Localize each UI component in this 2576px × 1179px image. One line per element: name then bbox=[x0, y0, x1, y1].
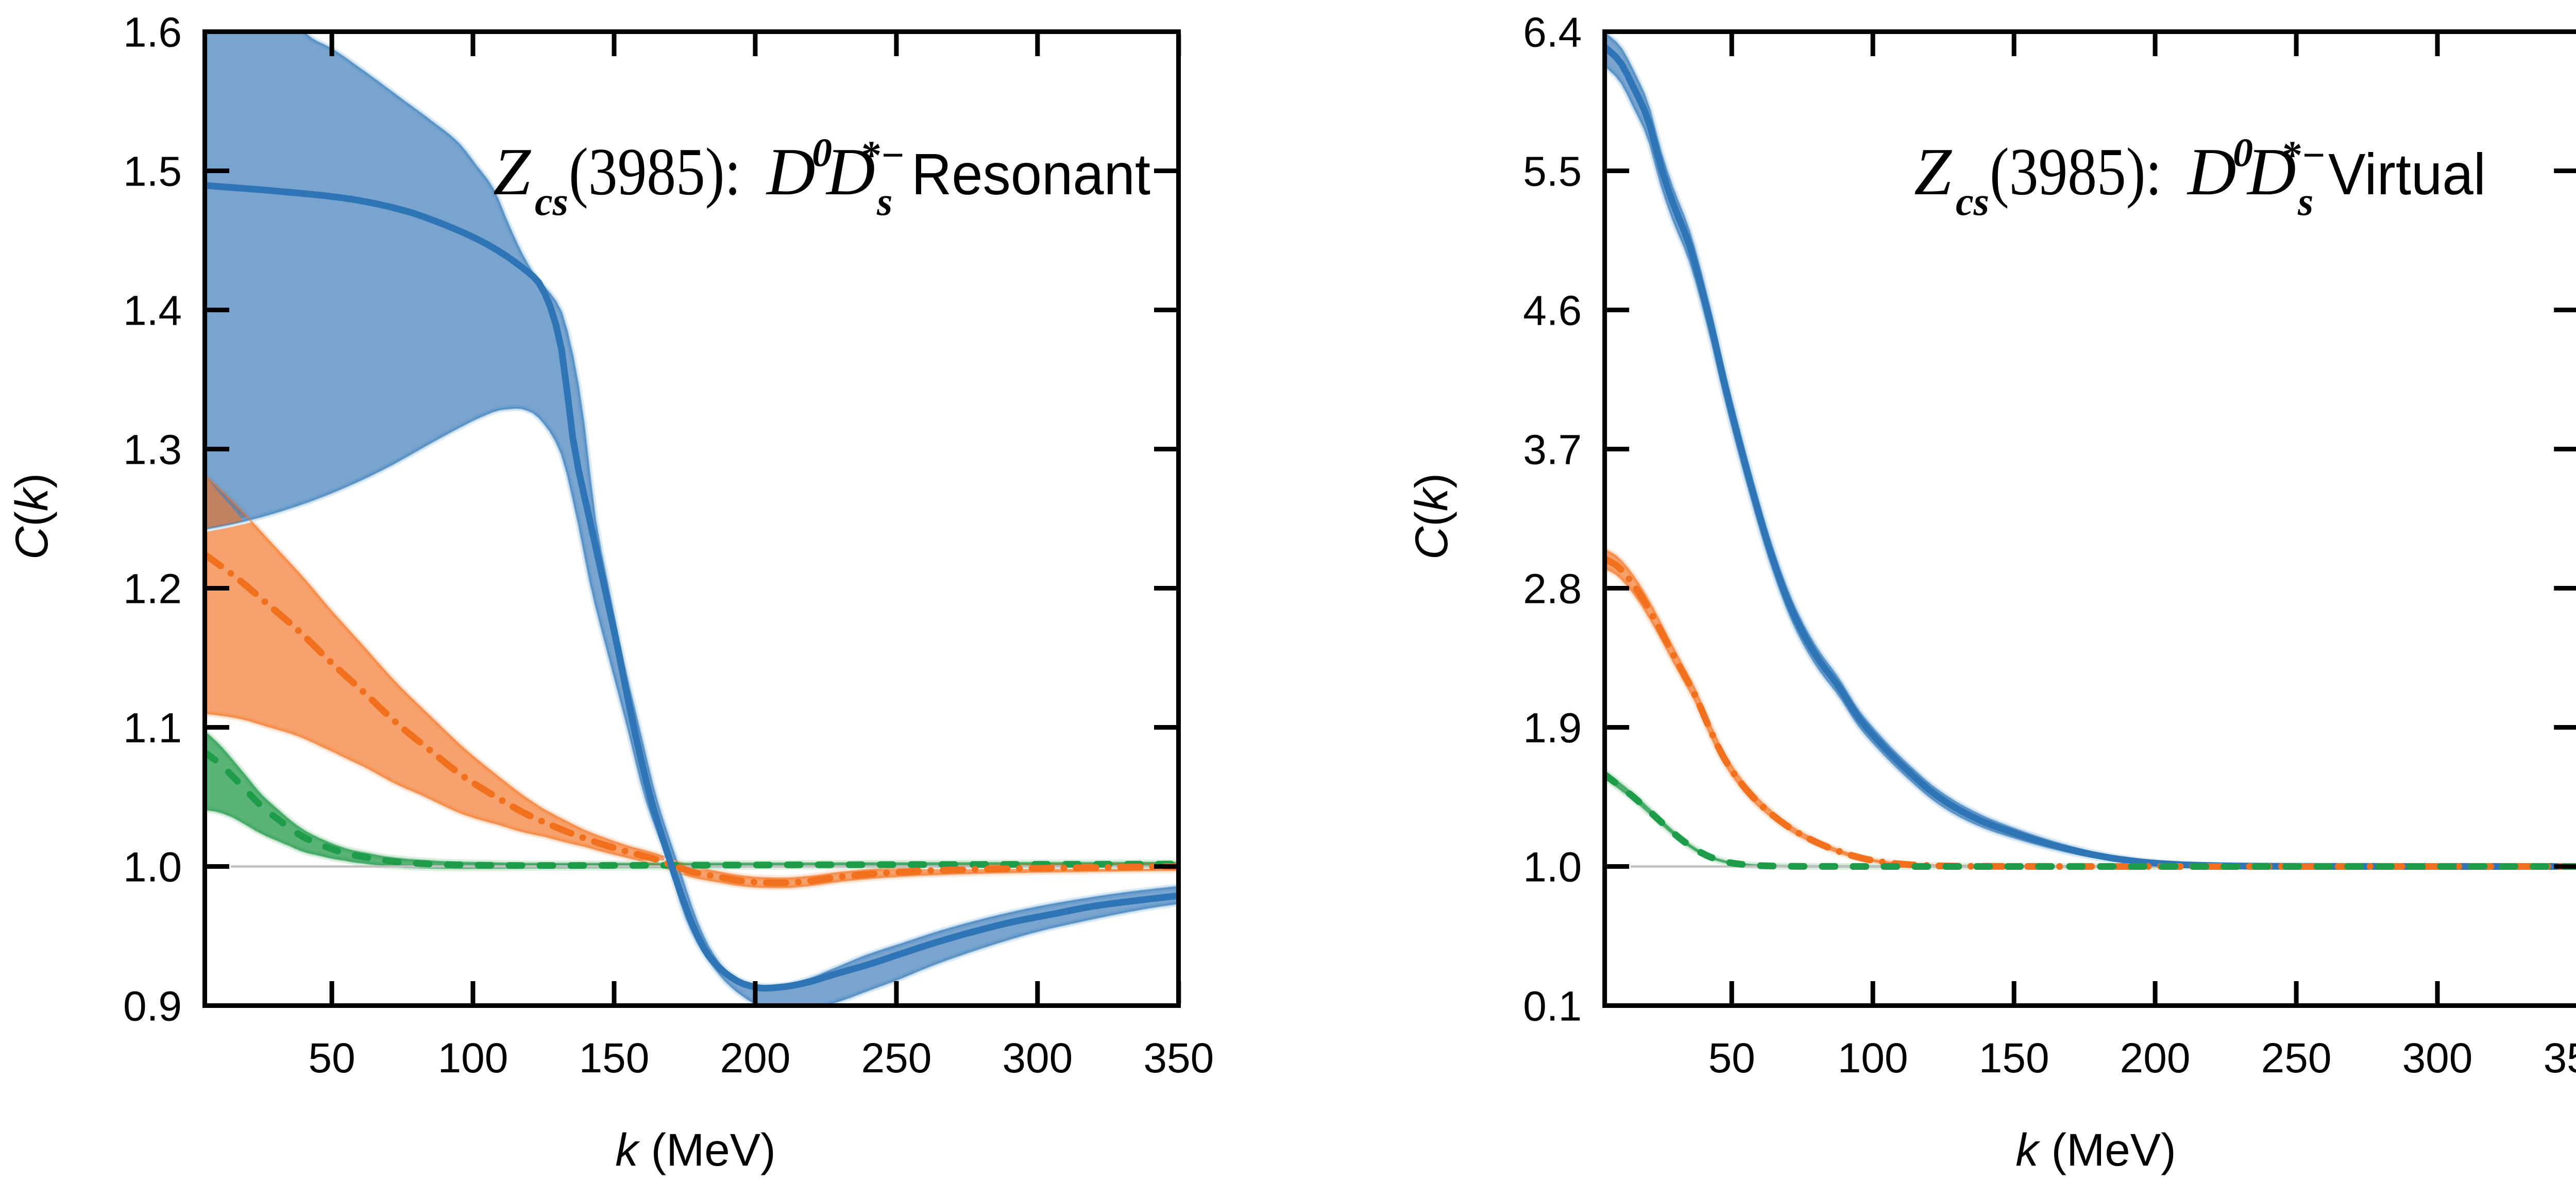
svg-text:1.5: 1.5 bbox=[123, 148, 182, 195]
svg-text:1.3: 1.3 bbox=[123, 427, 182, 474]
svg-text:3.7: 3.7 bbox=[1523, 427, 1582, 474]
svg-text:2.8: 2.8 bbox=[1523, 566, 1582, 613]
svg-text:150: 150 bbox=[1979, 1035, 2049, 1082]
svg-text:0.1: 0.1 bbox=[1523, 983, 1582, 1030]
svg-text:300: 300 bbox=[1002, 1035, 1073, 1082]
svg-text:1.0: 1.0 bbox=[123, 844, 182, 891]
svg-text:100: 100 bbox=[438, 1035, 509, 1082]
svg-text:0: 0 bbox=[2233, 130, 2253, 175]
svg-text:*−: *− bbox=[861, 132, 904, 177]
svg-text:1.0: 1.0 bbox=[1523, 844, 1582, 891]
svg-text:C(k): C(k) bbox=[1405, 473, 1457, 560]
svg-text:250: 250 bbox=[2261, 1035, 2332, 1082]
svg-text:Virtual: Virtual bbox=[2328, 142, 2486, 207]
svg-text:0: 0 bbox=[812, 130, 832, 175]
svg-text:s: s bbox=[876, 179, 892, 224]
svg-text:200: 200 bbox=[720, 1035, 790, 1082]
svg-text:300: 300 bbox=[2402, 1035, 2473, 1082]
svg-text:350: 350 bbox=[1143, 1035, 1214, 1082]
svg-text:s: s bbox=[2297, 179, 2313, 224]
svg-text:D: D bbox=[2187, 134, 2236, 209]
svg-text:D: D bbox=[2246, 134, 2296, 209]
svg-text:k (MeV): k (MeV) bbox=[2015, 1124, 2176, 1175]
svg-text:1.1: 1.1 bbox=[123, 705, 182, 752]
svg-text:50: 50 bbox=[308, 1035, 355, 1082]
svg-text:1.9: 1.9 bbox=[1523, 705, 1582, 752]
svg-text:D: D bbox=[766, 134, 816, 209]
svg-text:Z: Z bbox=[493, 134, 531, 209]
svg-text:5.5: 5.5 bbox=[1523, 148, 1582, 195]
svg-text:Resonant: Resonant bbox=[911, 142, 1150, 207]
svg-text:cs: cs bbox=[1956, 179, 1989, 224]
svg-text:200: 200 bbox=[2120, 1035, 2191, 1082]
svg-text:C(k): C(k) bbox=[6, 473, 57, 560]
svg-text:(3985):: (3985): bbox=[1990, 134, 2162, 209]
svg-text:cs: cs bbox=[535, 179, 568, 224]
svg-text:1.2: 1.2 bbox=[123, 566, 182, 613]
svg-text:150: 150 bbox=[579, 1035, 650, 1082]
svg-text:k (MeV): k (MeV) bbox=[615, 1124, 776, 1175]
svg-text:Z: Z bbox=[1914, 134, 1952, 209]
svg-text:50: 50 bbox=[1708, 1035, 1755, 1082]
svg-text:4.6: 4.6 bbox=[1523, 288, 1582, 334]
svg-text:250: 250 bbox=[861, 1035, 931, 1082]
svg-text:(3985):: (3985): bbox=[569, 134, 741, 209]
svg-text:*−: *− bbox=[2282, 132, 2325, 177]
svg-text:1.6: 1.6 bbox=[123, 9, 182, 56]
svg-text:350: 350 bbox=[2544, 1035, 2576, 1082]
svg-text:1.4: 1.4 bbox=[123, 288, 182, 334]
svg-text:6.4: 6.4 bbox=[1523, 9, 1582, 56]
svg-text:100: 100 bbox=[1838, 1035, 1908, 1082]
svg-text:0.9: 0.9 bbox=[123, 983, 182, 1030]
svg-text:D: D bbox=[825, 134, 875, 209]
